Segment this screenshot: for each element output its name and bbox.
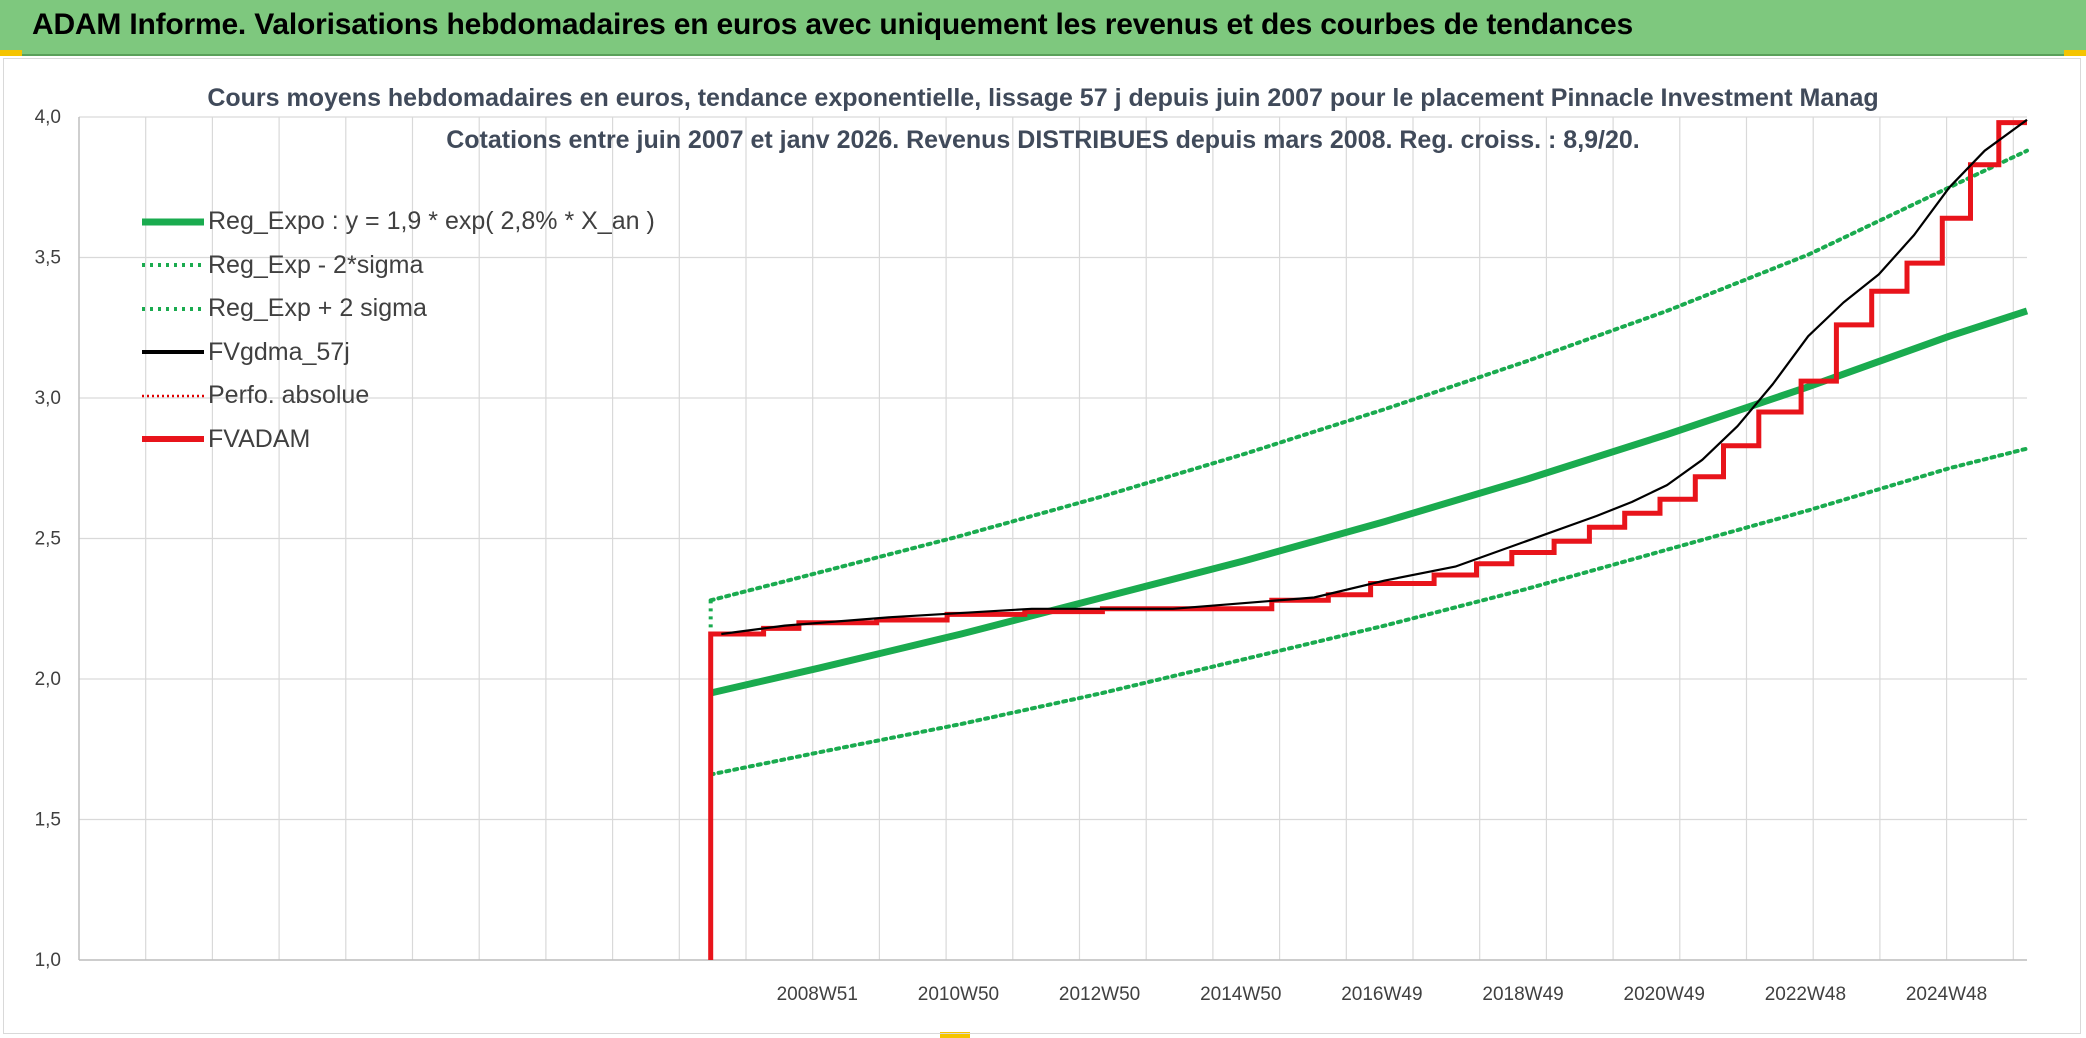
x-tick-label: 2020W49 xyxy=(1624,984,1705,1005)
legend-label: Reg_Expo : y = 1,9 * exp( 2,8% * X_an ) xyxy=(208,207,655,236)
legend-label: FVADAM xyxy=(208,424,311,453)
legend-item-perfo: Perfo. absolue xyxy=(142,374,655,418)
x-tick-label: 2008W51 xyxy=(777,984,858,1005)
series-line-fvadam xyxy=(708,120,2027,960)
legend-swatch-reg-minus xyxy=(142,263,204,268)
report-banner: ADAM Informe. Valorisations hebdomadaire… xyxy=(0,0,2086,56)
y-tick-label: 2,5 xyxy=(35,529,61,550)
legend-item-fvgdma: FVgdma_57j xyxy=(142,331,655,375)
legend-label: Perfo. absolue xyxy=(208,381,370,410)
legend-label: FVgdma_57j xyxy=(208,337,350,366)
legend-swatch-fvgdma xyxy=(142,350,204,355)
series-line-reg-expo xyxy=(709,307,2029,697)
x-tick-label: 2018W49 xyxy=(1482,984,1563,1005)
y-tick-label: 3,0 xyxy=(35,388,61,409)
x-tick-label: 2022W48 xyxy=(1765,984,1846,1005)
legend-label: Reg_Exp + 2 sigma xyxy=(208,294,427,323)
y-tick-label: 2,0 xyxy=(35,669,61,690)
legend-label: Reg_Exp - 2*sigma xyxy=(208,250,424,279)
x-tick-label: 2012W50 xyxy=(1059,984,1140,1005)
series-line-reg-minus xyxy=(708,446,2029,777)
report-title: ADAM Informe. Valorisations hebdomadaire… xyxy=(32,8,1633,41)
series-line-fvgdma xyxy=(721,118,2028,636)
legend-swatch-reg-expo xyxy=(142,218,204,226)
x-tick-label: 2014W50 xyxy=(1200,984,1281,1005)
legend-item-reg-plus: Reg_Exp + 2 sigma xyxy=(142,287,655,331)
y-tick-label: 1,5 xyxy=(35,810,61,831)
legend-item-fvadam: FVADAM xyxy=(142,418,655,462)
x-tick-label: 2010W50 xyxy=(918,984,999,1005)
chart-frame xyxy=(3,58,2081,1034)
legend-swatch-reg-plus xyxy=(142,306,204,311)
y-tick-label: 1,0 xyxy=(35,950,61,971)
chart-legend: Reg_Expo : y = 1,9 * exp( 2,8% * X_an ) … xyxy=(142,200,655,461)
series-line-reg-plus xyxy=(708,148,2029,603)
legend-swatch-fvadam xyxy=(142,436,204,443)
y-tick-label: 4,0 xyxy=(35,107,61,128)
legend-item-reg-minus: Reg_Exp - 2*sigma xyxy=(142,244,655,288)
y-tick-label: 3,5 xyxy=(35,248,61,269)
corner-mark-left xyxy=(0,50,22,56)
x-tick-label: 2024W48 xyxy=(1906,984,1987,1005)
corner-mark-right xyxy=(2064,50,2086,56)
chart-title-line1: Cours moyens hebdomadaires en euros, ten… xyxy=(207,84,1879,112)
legend-swatch-perfo xyxy=(142,394,204,397)
x-tick-label: 2016W49 xyxy=(1341,984,1422,1005)
corner-mark-bottom xyxy=(940,1032,970,1038)
chart-title-line2: Cotations entre juin 2007 et janv 2026. … xyxy=(446,126,1640,154)
legend-item-reg-expo: Reg_Expo : y = 1,9 * exp( 2,8% * X_an ) xyxy=(142,200,655,244)
